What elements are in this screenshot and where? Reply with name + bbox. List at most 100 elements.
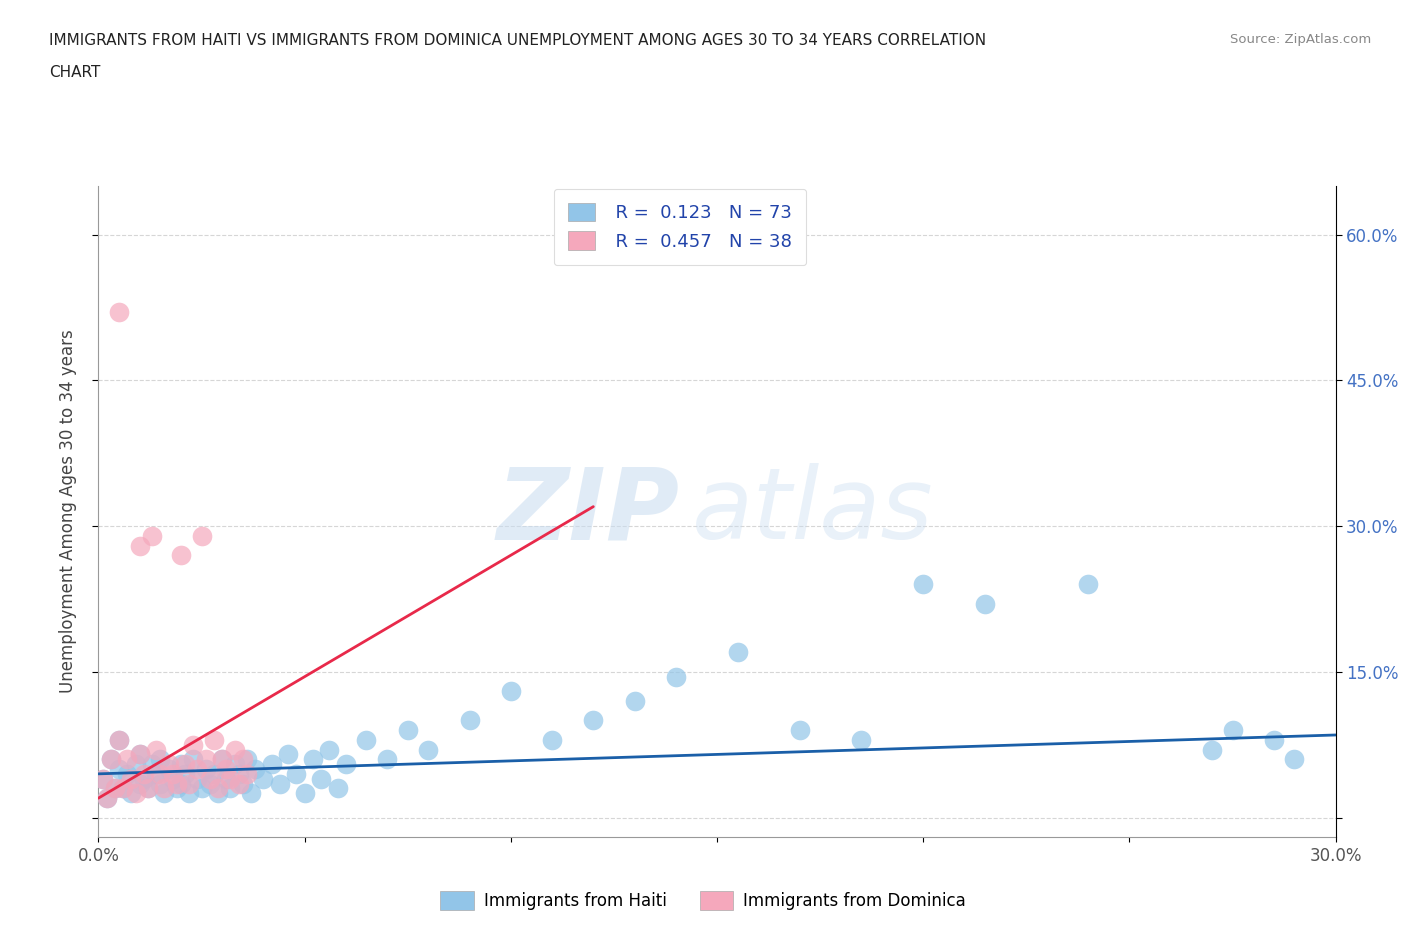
Point	[186, 771, 208, 786]
Point	[375, 751, 398, 766]
Point	[499, 684, 522, 698]
Point	[136, 781, 159, 796]
Text: atlas: atlas	[692, 463, 934, 560]
Point	[243, 762, 266, 777]
Point	[124, 757, 146, 772]
Point	[145, 766, 167, 781]
Point	[153, 786, 176, 801]
Point	[207, 781, 229, 796]
Point	[232, 777, 254, 791]
Point	[104, 781, 127, 796]
Point	[190, 781, 212, 796]
Point	[215, 762, 238, 777]
Point	[285, 766, 308, 781]
Point	[108, 762, 131, 777]
Point	[149, 766, 172, 781]
Point	[418, 742, 440, 757]
Point	[120, 771, 142, 786]
Point	[207, 786, 229, 801]
Point	[211, 751, 233, 766]
Point	[582, 713, 605, 728]
Point	[128, 747, 150, 762]
Point	[198, 771, 221, 786]
Text: IMMIGRANTS FROM HAITI VS IMMIGRANTS FROM DOMINICA UNEMPLOYMENT AMONG AGES 30 TO : IMMIGRANTS FROM HAITI VS IMMIGRANTS FROM…	[49, 33, 987, 47]
Point	[100, 751, 122, 766]
Point	[170, 548, 193, 563]
Point	[91, 771, 114, 786]
Point	[202, 733, 225, 748]
Point	[260, 757, 283, 772]
Point	[194, 762, 217, 777]
Point	[162, 766, 184, 781]
Point	[269, 777, 291, 791]
Point	[1263, 733, 1285, 748]
Point	[302, 751, 325, 766]
Point	[141, 528, 163, 543]
Point	[157, 762, 180, 777]
Point	[166, 781, 188, 796]
Text: Source: ZipAtlas.com: Source: ZipAtlas.com	[1230, 33, 1371, 46]
Point	[215, 771, 238, 786]
Point	[181, 751, 204, 766]
Legend: Immigrants from Haiti, Immigrants from Dominica: Immigrants from Haiti, Immigrants from D…	[433, 884, 973, 917]
Point	[1284, 751, 1306, 766]
Point	[166, 777, 188, 791]
Point	[224, 742, 246, 757]
Point	[112, 781, 135, 796]
Point	[128, 777, 150, 791]
Point	[232, 751, 254, 766]
Point	[170, 757, 193, 772]
Point	[1077, 577, 1099, 591]
Point	[136, 781, 159, 796]
Point	[112, 781, 135, 796]
Point	[108, 733, 131, 748]
Point	[179, 777, 201, 791]
Point	[294, 786, 316, 801]
Point	[120, 786, 142, 801]
Point	[179, 786, 201, 801]
Point	[153, 781, 176, 796]
Point	[124, 786, 146, 801]
Point	[318, 742, 340, 757]
Point	[91, 771, 114, 786]
Point	[623, 694, 645, 709]
Point	[458, 713, 481, 728]
Y-axis label: Unemployment Among Ages 30 to 34 years: Unemployment Among Ages 30 to 34 years	[59, 329, 77, 694]
Point	[396, 723, 419, 737]
Point	[1201, 742, 1223, 757]
Text: ZIP: ZIP	[496, 463, 681, 560]
Point	[727, 644, 749, 659]
Text: CHART: CHART	[49, 65, 101, 80]
Point	[202, 766, 225, 781]
Point	[240, 786, 263, 801]
Point	[128, 538, 150, 553]
Point	[128, 747, 150, 762]
Point	[236, 751, 259, 766]
Point	[228, 777, 250, 791]
Point	[186, 762, 208, 777]
Point	[100, 751, 122, 766]
Point	[181, 737, 204, 752]
Point	[174, 766, 197, 781]
Point	[170, 777, 193, 791]
Point	[228, 766, 250, 781]
Point	[789, 723, 811, 737]
Point	[541, 733, 564, 748]
Point	[149, 777, 172, 791]
Point	[108, 733, 131, 748]
Point	[145, 742, 167, 757]
Point	[190, 528, 212, 543]
Point	[211, 751, 233, 766]
Point	[198, 777, 221, 791]
Point	[851, 733, 873, 748]
Point	[96, 790, 118, 805]
Point	[252, 771, 274, 786]
Point	[174, 757, 197, 772]
Point	[912, 577, 935, 591]
Point	[117, 766, 139, 781]
Point	[104, 781, 127, 796]
Point	[108, 305, 131, 320]
Point	[236, 766, 259, 781]
Legend:   R =  0.123   N = 73,   R =  0.457   N = 38: R = 0.123 N = 73, R = 0.457 N = 38	[554, 189, 807, 265]
Point	[356, 733, 378, 748]
